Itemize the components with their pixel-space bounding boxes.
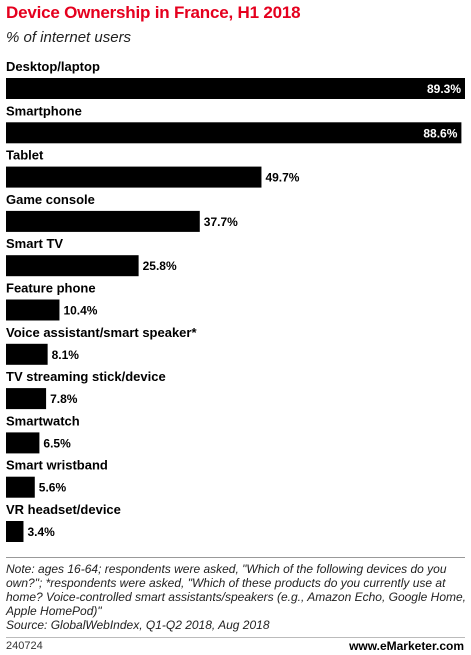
chart-note: Note: ages 16-64; respondents were asked…	[6, 562, 468, 632]
category-label: Tablet	[6, 148, 44, 163]
value-label: 10.4%	[63, 304, 97, 318]
category-label: Smartwatch	[6, 413, 80, 428]
value-label: 8.1%	[52, 348, 80, 362]
bar	[6, 521, 24, 542]
brand-logo-text: www.eMarketer.com	[349, 639, 464, 653]
bar-chart: Desktop/laptop 89.3% Smartphone 88.6% Tablet…	[6, 59, 465, 542]
bar	[6, 78, 465, 99]
value-label: 3.4%	[27, 525, 55, 539]
bar	[6, 432, 40, 454]
category-label: Smart wristband	[6, 458, 108, 473]
bar	[6, 210, 200, 232]
value-label: 7.8%	[50, 392, 78, 406]
bar	[6, 476, 35, 498]
value-label: 49.7%	[265, 171, 299, 185]
bar	[6, 388, 47, 410]
category-label: Desktop/laptop	[6, 59, 100, 74]
category-label: Smart TV	[6, 236, 63, 251]
source-text: Source: GlobalWebIndex, Q1-Q2 2018, Aug …	[6, 618, 270, 632]
value-label: 89.3%	[427, 82, 461, 96]
category-label: Voice assistant/smart speaker*	[6, 325, 197, 340]
bar	[6, 255, 139, 277]
bar	[6, 166, 262, 188]
category-label: Smartphone	[6, 103, 82, 118]
value-label: 88.6%	[423, 126, 457, 140]
category-label: VR headset/device	[6, 502, 121, 517]
value-label: 37.7%	[204, 215, 238, 229]
category-label: Feature phone	[6, 281, 96, 296]
chart-title: Device Ownership in France, H1 2018	[6, 3, 301, 22]
category-label: Game console	[6, 192, 95, 207]
value-label: 5.6%	[39, 481, 67, 495]
note-divider	[6, 557, 465, 558]
note-text: Note: ages 16-64; respondents were asked…	[6, 562, 466, 618]
footer-divider	[6, 637, 465, 638]
chart-id: 240724	[6, 640, 43, 652]
value-label: 6.5%	[43, 436, 71, 450]
bar	[6, 343, 48, 365]
value-label: 25.8%	[143, 259, 177, 273]
bar	[6, 299, 60, 321]
category-label: TV streaming stick/device	[6, 369, 166, 384]
bar	[6, 122, 462, 144]
chart-subtitle: % of internet users	[6, 29, 132, 46]
